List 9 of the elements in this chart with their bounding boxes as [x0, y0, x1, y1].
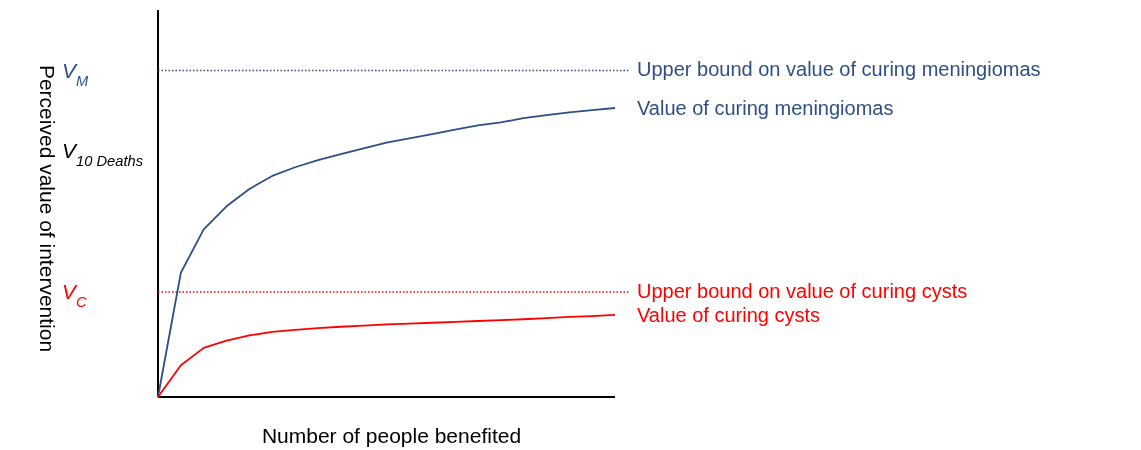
text: V$_{M}$ [62, 59, 90, 89]
x-axis-title: Number of people benefited [261, 424, 522, 447]
y-axis-title: Perceived value of intervention [36, 64, 59, 353]
ref-line-label: Upper bound on value of curing meningiomas [637, 58, 1041, 81]
series-label: Value of curing cysts [637, 303, 821, 326]
text: V$_{C}$ [62, 280, 88, 310]
text: V$_{10 Deaths}$ [62, 139, 144, 169]
series-label: Value of curing meningiomas [637, 97, 894, 119]
ref-line-label: Upper bound on value of curing cysts [637, 280, 968, 303]
